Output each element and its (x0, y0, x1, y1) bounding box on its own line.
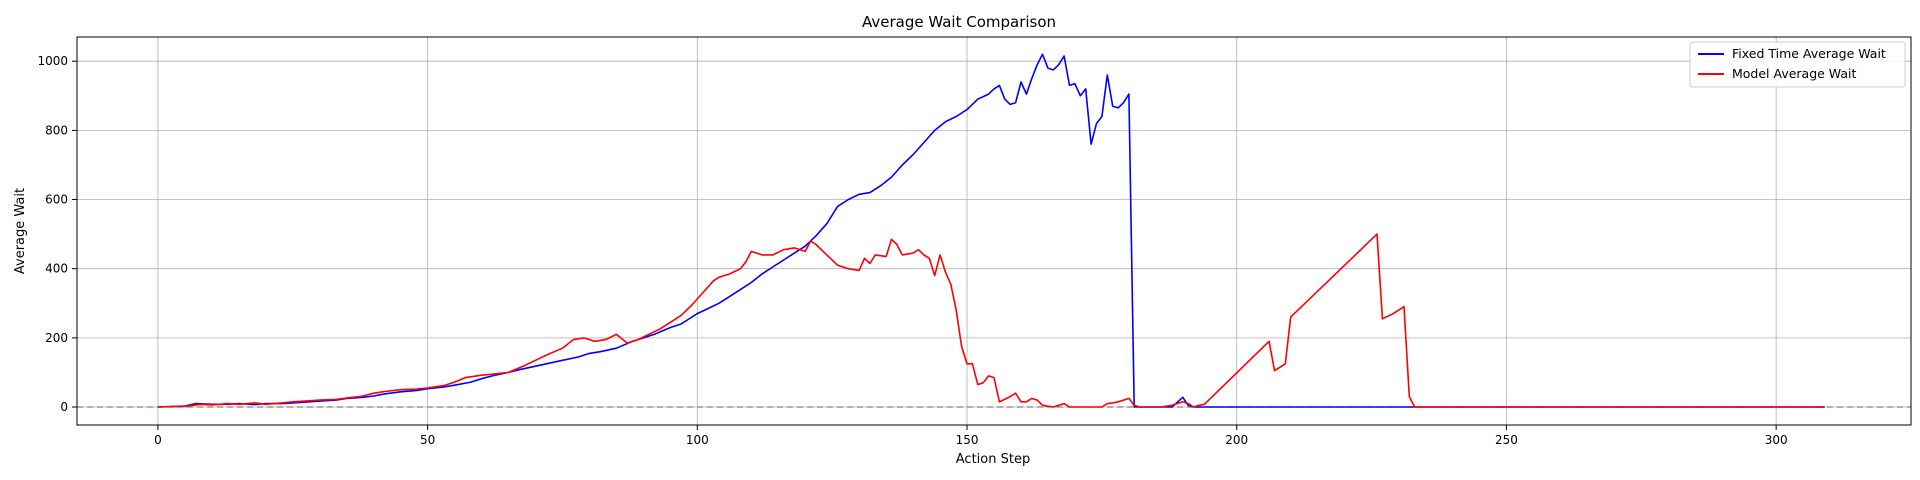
x-tick-label: 50 (420, 433, 435, 447)
legend-label-fixed-time: Fixed Time Average Wait (1732, 46, 1886, 61)
x-tick-label: 250 (1495, 433, 1518, 447)
y-tick-label: 1000 (37, 54, 68, 68)
grid-layer (77, 37, 1911, 425)
y-axis-label: Average Wait (13, 188, 28, 274)
x-tick-label: 0 (154, 433, 162, 447)
y-tick-label: 200 (45, 331, 68, 345)
x-tick-label: 200 (1225, 433, 1248, 447)
series-layer (157, 53, 1825, 408)
series-line-model (157, 233, 1825, 408)
y-tick-label: 800 (45, 123, 68, 137)
chart-title: Average Wait Comparison (862, 13, 1056, 31)
tick-layer: 0 50 100 150 200 250 300 0 200 400 600 800 1000 (37, 54, 1787, 447)
legend: Fixed Time Average Wait Model Average Wa… (1689, 41, 1906, 88)
x-axis-label: Action Step (956, 452, 1030, 467)
x-tick-label: 100 (686, 433, 709, 447)
y-tick-label: 400 (45, 262, 68, 276)
y-tick-label: 0 (60, 400, 68, 414)
y-tick-label: 600 (45, 193, 68, 207)
x-tick-label: 300 (1765, 433, 1788, 447)
plot-area-frame (76, 36, 1912, 426)
series-line-fixed-time (157, 53, 1825, 408)
x-tick-label: 150 (956, 433, 979, 447)
legend-box (1689, 41, 1906, 88)
legend-label-model: Model Average Wait (1732, 66, 1857, 81)
